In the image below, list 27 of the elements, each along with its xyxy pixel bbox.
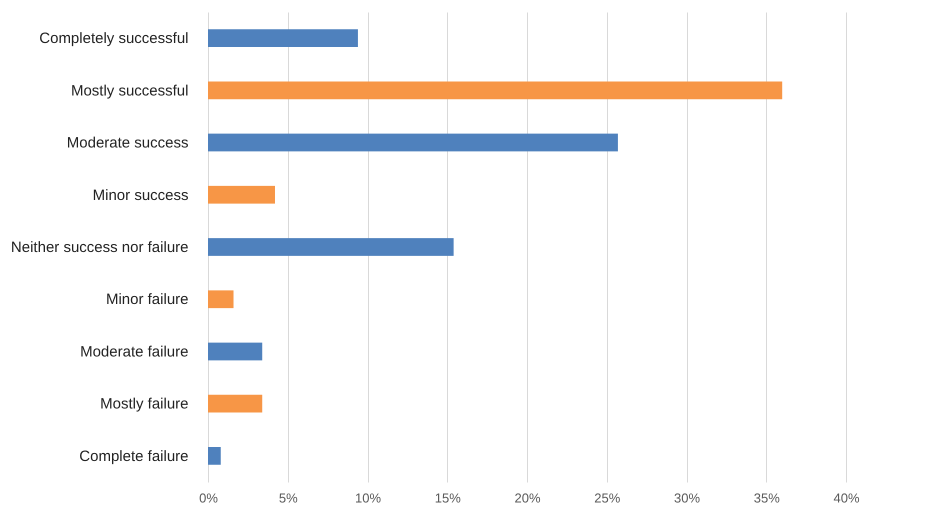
bar — [208, 342, 262, 360]
y-tick-label: Neither success nor failure — [10, 239, 188, 256]
y-tick-label: Completely successful — [39, 30, 188, 48]
x-tick-label: 25% — [594, 490, 621, 506]
bar — [208, 186, 275, 204]
bar — [208, 134, 618, 152]
x-tick-label: 10% — [354, 490, 382, 506]
x-tick-label: 5% — [278, 490, 298, 506]
bar — [208, 238, 454, 256]
x-tick-label: 0% — [199, 490, 218, 506]
bar — [208, 29, 358, 47]
y-tick-label: Mostly failure — [100, 396, 188, 413]
x-tick-label: 30% — [674, 490, 700, 506]
y-tick-label: Mostly successful — [70, 82, 188, 100]
bar — [208, 81, 782, 100]
y-tick-label: Complete failure — [79, 448, 188, 465]
x-tick-label: 35% — [754, 490, 780, 506]
x-tick-label: 20% — [514, 490, 541, 506]
bar — [208, 447, 221, 465]
y-tick-label: Minor success — [92, 186, 188, 204]
y-tick-label: Moderate success — [66, 134, 188, 152]
x-tick-label: 15% — [434, 490, 462, 506]
y-tick-label: Minor failure — [106, 291, 188, 308]
y-tick-label: Moderate failure — [80, 343, 188, 360]
x-tick-label: 40% — [833, 490, 860, 506]
bar — [208, 290, 234, 308]
bar — [208, 394, 262, 413]
